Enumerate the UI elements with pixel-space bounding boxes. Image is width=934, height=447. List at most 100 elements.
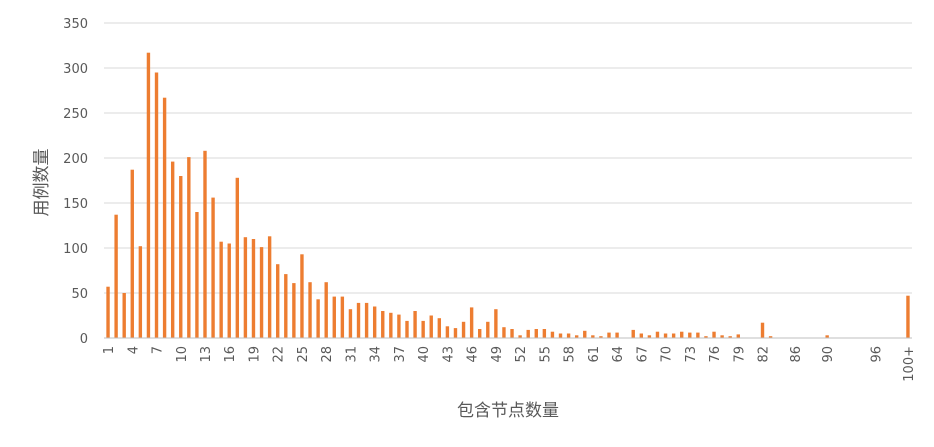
- y-tick-label: 250: [63, 107, 88, 122]
- bar-56: [550, 331, 555, 338]
- bar-35: [381, 311, 385, 338]
- bar-53: [526, 329, 530, 338]
- bar-50: [502, 327, 506, 338]
- bar-24: [292, 283, 296, 338]
- bars: [106, 52, 910, 338]
- bar-27: [316, 299, 320, 338]
- y-tick-label: 0: [80, 332, 88, 347]
- x-tick-label: 10: [175, 346, 190, 363]
- bar-60: [583, 330, 587, 338]
- bar-29: [332, 296, 336, 338]
- y-axis-ticks: 0 50 100 150 200 250 300 350: [63, 17, 88, 347]
- bar-48: [486, 321, 490, 338]
- x-tick-label: 37: [393, 346, 408, 363]
- bar-82: [760, 322, 765, 338]
- x-axis-ticks: 1 4 7 10 13 16 19 22 25 28 31 34 37 40 43 46 49 52 55 58 61 6…: [102, 346, 917, 382]
- bar-61: [591, 335, 595, 338]
- bar-34: [372, 306, 377, 338]
- x-tick-label: 100+: [902, 346, 917, 382]
- bar-47: [478, 329, 482, 338]
- y-tick-label: 100: [63, 242, 88, 257]
- x-tick-label: 73: [684, 346, 699, 363]
- y-tick-label: 300: [63, 62, 88, 77]
- bar-22: [276, 264, 280, 338]
- bar-83: [768, 336, 773, 338]
- x-tick-label: 79: [732, 346, 747, 363]
- bar-38: [405, 320, 409, 338]
- bar-75: [704, 336, 708, 338]
- bar-23: [284, 274, 288, 338]
- bar-14: [211, 197, 215, 338]
- gridlines: [104, 22, 912, 294]
- bar-33: [364, 302, 369, 338]
- bar-15: [219, 241, 223, 338]
- bar-70: [663, 333, 668, 338]
- x-tick-label: 58: [563, 346, 578, 363]
- x-tick-label: 61: [587, 346, 602, 363]
- bar-1: [106, 286, 110, 338]
- x-tick-label: 13: [199, 346, 214, 363]
- bar-72: [680, 331, 684, 338]
- bar-51: [510, 329, 514, 338]
- bar-55: [542, 329, 547, 338]
- bar-25: [300, 254, 304, 338]
- bar-17: [235, 177, 240, 338]
- bar-21: [267, 236, 272, 338]
- y-axis-title: 用例数量: [32, 149, 52, 217]
- x-tick-label: 22: [272, 346, 287, 363]
- bar-63: [607, 332, 611, 338]
- x-tick-label: 76: [708, 346, 723, 363]
- y-tick-label: 200: [63, 152, 88, 167]
- bar-67: [639, 333, 644, 338]
- x-tick-label: 46: [466, 346, 481, 363]
- bar-54: [534, 329, 538, 338]
- bar-74: [696, 332, 700, 338]
- bar-41: [429, 315, 433, 338]
- bar-20: [259, 247, 264, 338]
- bar-68: [647, 335, 652, 338]
- bar-2: [114, 214, 118, 338]
- bar-44: [453, 328, 458, 338]
- bar-43: [445, 326, 450, 338]
- bar-4: [130, 169, 134, 338]
- bar-5: [138, 246, 143, 338]
- y-tick-label: 50: [71, 287, 88, 302]
- bar-79: [736, 334, 740, 338]
- bar-30: [340, 296, 345, 338]
- x-axis-title: 包含节点数量: [457, 401, 559, 421]
- bar-7: [154, 72, 159, 338]
- bar-37: [397, 314, 401, 338]
- bar-3: [122, 293, 126, 338]
- x-tick-label: 67: [635, 346, 650, 363]
- bar-57: [558, 333, 563, 338]
- x-tick-label: 28: [320, 346, 335, 363]
- bar-46: [469, 307, 474, 338]
- bar-100+: [906, 295, 910, 338]
- bar-73: [688, 332, 692, 338]
- x-tick-label: 49: [490, 346, 505, 363]
- bar-39: [413, 311, 417, 338]
- bar-6: [146, 52, 151, 338]
- bar-11: [187, 157, 191, 338]
- bar-18: [243, 237, 248, 338]
- bar-42: [437, 318, 442, 338]
- bar-77: [720, 335, 724, 338]
- bar-58: [566, 333, 571, 338]
- x-tick-label: 4: [126, 346, 141, 354]
- bar-36: [389, 312, 393, 338]
- x-tick-label: 70: [660, 346, 675, 363]
- bar-12: [195, 212, 199, 338]
- bar-64: [615, 332, 619, 338]
- x-tick-label: 1: [102, 346, 117, 354]
- x-tick-label: 25: [296, 346, 311, 363]
- x-tick-label: 96: [870, 346, 885, 363]
- x-tick-label: 16: [223, 346, 238, 363]
- bar-78: [728, 336, 732, 338]
- bar-90: [825, 335, 829, 338]
- x-tick-label: 86: [789, 346, 804, 363]
- bar-69: [655, 331, 660, 338]
- bar-40: [421, 320, 425, 338]
- x-tick-label: 55: [538, 346, 553, 363]
- bar-52: [518, 335, 522, 338]
